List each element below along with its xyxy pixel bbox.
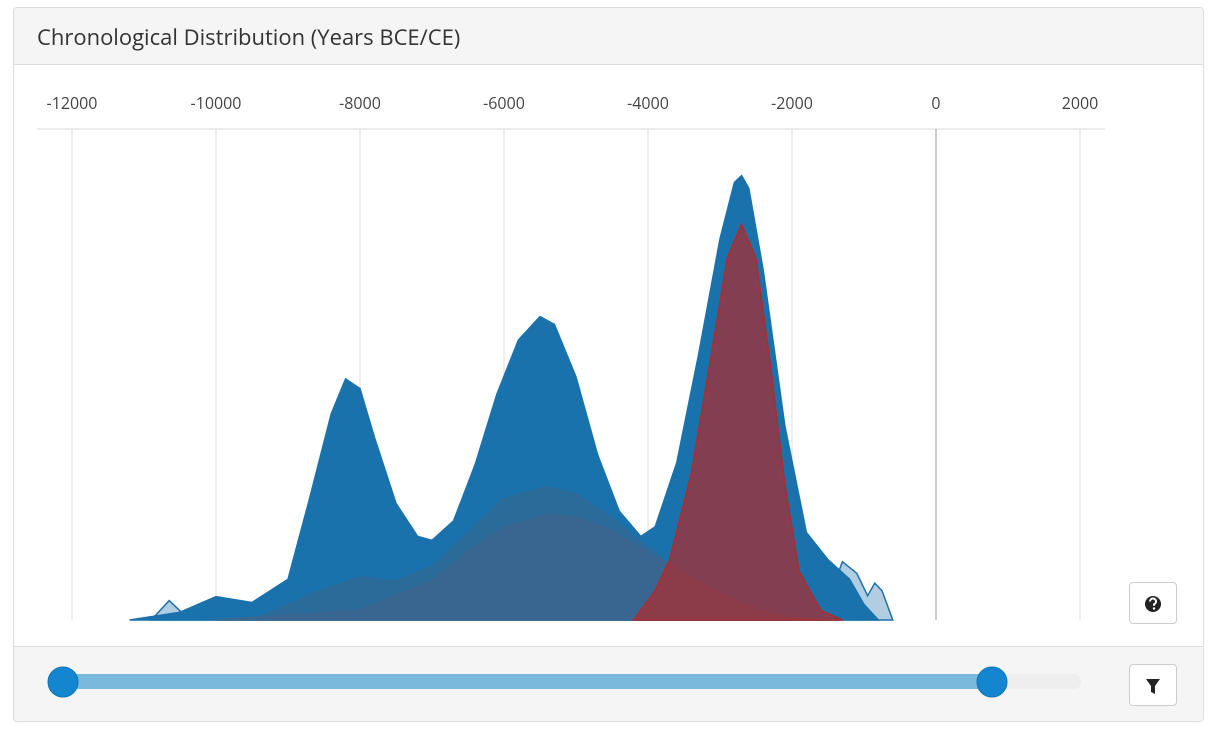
filter-button[interactable] — [1129, 664, 1177, 706]
x-tick-label: 0 — [931, 92, 940, 114]
help-icon — [1145, 596, 1161, 612]
help-button[interactable] — [1129, 582, 1177, 624]
x-tick-label: -2000 — [771, 92, 813, 114]
x-tick-label: -10000 — [191, 92, 242, 114]
slider-handle-start[interactable] — [47, 666, 79, 698]
x-tick-label: -8000 — [339, 92, 381, 114]
x-tick-label: -6000 — [483, 92, 525, 114]
x-tick-label: -4000 — [627, 92, 669, 114]
density-area — [632, 222, 843, 621]
filter-icon — [1146, 679, 1160, 694]
x-tick-label: -12000 — [47, 92, 98, 114]
slider-range — [63, 674, 992, 689]
x-tick-label: 2000 — [1062, 92, 1099, 114]
slider-handle-end[interactable] — [976, 666, 1008, 698]
panel-header: Chronological Distribution (Years BCE/CE… — [14, 8, 1203, 65]
panel-title: Chronological Distribution (Years BCE/CE… — [37, 22, 461, 52]
